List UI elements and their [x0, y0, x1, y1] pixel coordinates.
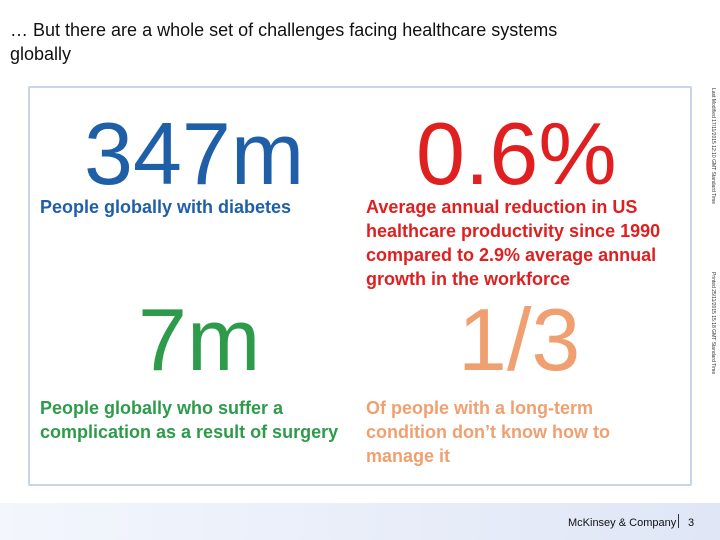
stat-value-diabetes: 347m	[84, 104, 305, 203]
footer-separator	[678, 514, 679, 528]
stats-panel	[28, 86, 692, 486]
printed-note: Printed 25/11/2015 15:18 GMT Standard Ti…	[710, 272, 716, 375]
stat-description-surgery: People globally who suffer a complicatio…	[40, 398, 339, 442]
footer-brand: McKinsey & Company	[568, 517, 677, 529]
stat-value-surgery: 7m	[138, 290, 261, 389]
page-number: 3	[688, 517, 695, 529]
stat-description-long-term-condition: Of people with a long-term condition don…	[366, 398, 610, 466]
slide-title: … But there are a whole set of challenge…	[10, 20, 558, 64]
last-modified-note: Last Modified 17/11/2015 12:10 GMT Stand…	[710, 88, 716, 204]
stat-description-productivity: Average annual reduction in US healthcar…	[366, 197, 661, 289]
footer-bar	[0, 503, 720, 540]
stat-description-diabetes: People globally with diabetes	[40, 197, 292, 217]
stat-value-productivity: 0.6%	[416, 104, 617, 203]
stat-value-long-term-condition: 1/3	[458, 290, 581, 389]
